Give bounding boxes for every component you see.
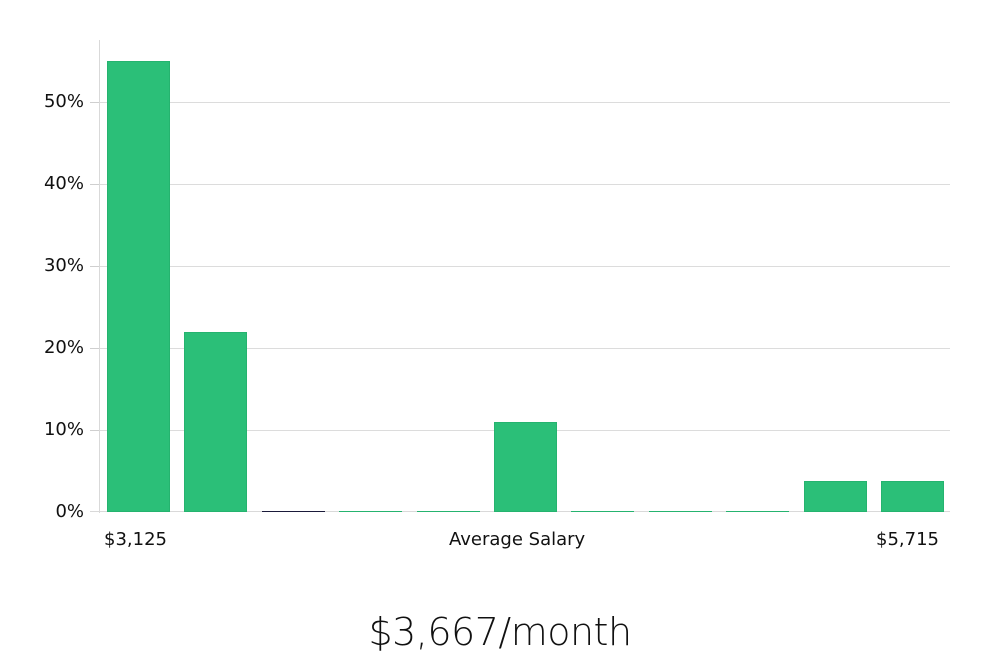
x-max-label: $5,715 (876, 529, 939, 550)
histogram-bar (726, 510, 789, 512)
histogram-bar (107, 61, 170, 512)
y-label-40: 40% (43, 173, 84, 194)
x-min-label: $3,125 (104, 529, 167, 550)
y-tick (90, 102, 99, 103)
y-label-30: 30% (43, 255, 84, 276)
y-label-10: 10% (43, 419, 84, 440)
histogram-bar (881, 480, 944, 512)
y-label-0: 0% (55, 501, 84, 522)
histogram-bar (571, 510, 634, 512)
gridline (90, 266, 950, 267)
y-tick (90, 348, 99, 349)
histogram-bar (339, 510, 402, 512)
salary-histogram: 0% 10% 20% 30% 40% 50% $3,125 Average Sa… (43, 40, 950, 550)
y-tick (90, 266, 99, 267)
x-axis-title: Average Salary (449, 529, 586, 550)
gridline (90, 102, 950, 103)
histogram-bar (262, 510, 325, 512)
histogram-bar (417, 510, 480, 512)
y-tick (90, 430, 99, 431)
histogram-bar (649, 510, 712, 512)
gridline (90, 184, 950, 185)
histogram-bar (184, 331, 247, 512)
y-label-50: 50% (43, 91, 84, 112)
gridline (90, 348, 950, 349)
histogram-bar (494, 421, 557, 512)
y-label-20: 20% (43, 337, 84, 358)
y-axis-line (99, 40, 100, 513)
y-tick (90, 184, 99, 185)
histogram-bar (804, 480, 867, 512)
average-salary-summary: $3,667/month (368, 610, 632, 654)
